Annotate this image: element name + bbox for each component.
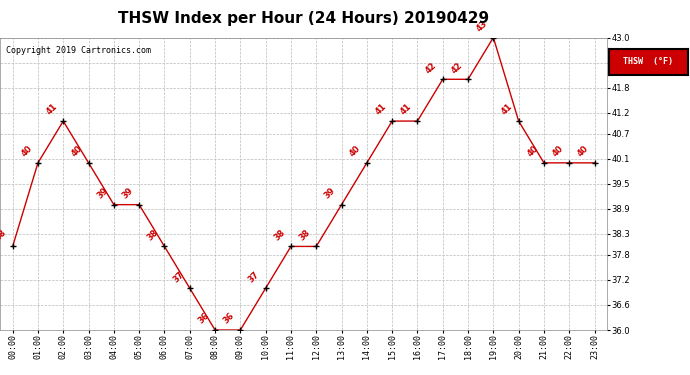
- Text: 36: 36: [196, 311, 211, 326]
- Text: Copyright 2019 Cartronics.com: Copyright 2019 Cartronics.com: [6, 46, 151, 55]
- Text: 40: 40: [551, 144, 565, 159]
- Text: 40: 40: [70, 144, 84, 159]
- Text: 39: 39: [323, 186, 337, 201]
- Text: 40: 40: [525, 144, 540, 159]
- Text: 42: 42: [424, 60, 439, 75]
- Text: 40: 40: [348, 144, 363, 159]
- Text: 43: 43: [475, 19, 489, 33]
- Text: 41: 41: [399, 102, 413, 117]
- Text: 42: 42: [449, 60, 464, 75]
- Text: 36: 36: [221, 311, 236, 326]
- Text: THSW  (°F): THSW (°F): [623, 57, 673, 66]
- Text: 38: 38: [273, 228, 287, 242]
- Text: 39: 39: [95, 186, 110, 201]
- Text: 38: 38: [146, 228, 160, 242]
- Text: 40: 40: [19, 144, 34, 159]
- Text: 40: 40: [575, 144, 591, 159]
- Text: 41: 41: [44, 102, 59, 117]
- Text: 38: 38: [297, 228, 312, 242]
- Text: THSW Index per Hour (24 Hours) 20190429: THSW Index per Hour (24 Hours) 20190429: [118, 11, 489, 26]
- Text: 38: 38: [0, 228, 8, 242]
- Text: 37: 37: [171, 270, 186, 284]
- Text: 39: 39: [121, 186, 135, 201]
- Text: 37: 37: [247, 270, 262, 284]
- Text: 41: 41: [500, 102, 515, 117]
- Text: 41: 41: [373, 102, 388, 117]
